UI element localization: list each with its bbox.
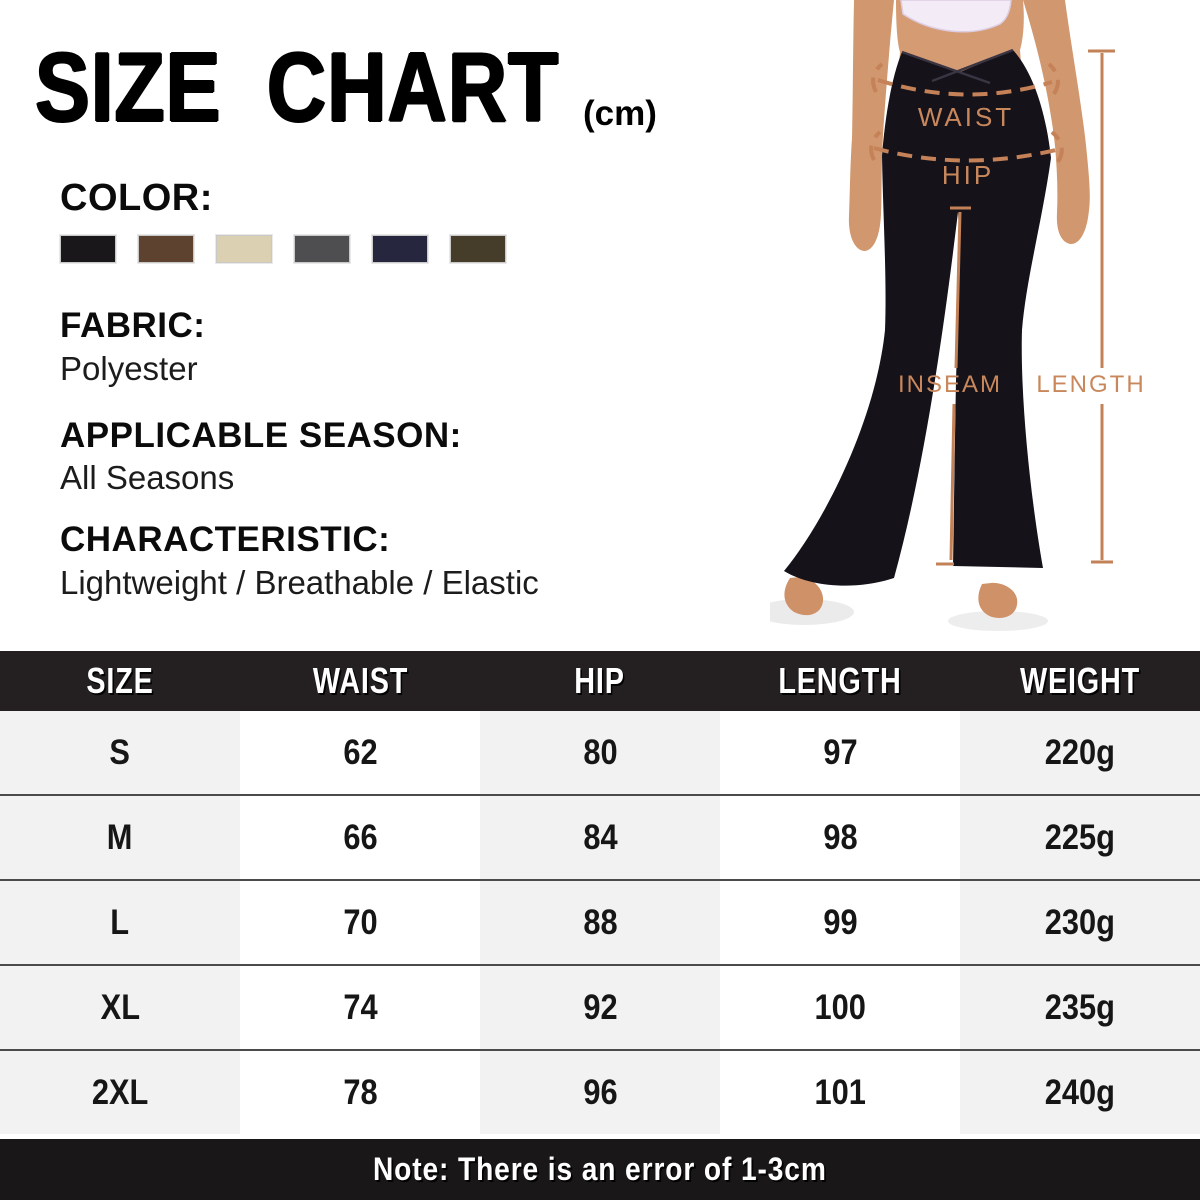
table-cell: 235g	[960, 966, 1200, 1049]
table-row-xl: XL 74 92 100 235g	[0, 966, 1200, 1051]
hip-label: HIP	[942, 160, 994, 190]
table-cell: 225g	[960, 796, 1200, 879]
header-cell-waist: WAIST	[312, 660, 408, 701]
inseam-line	[936, 206, 971, 566]
length-label: LENGTH	[1036, 371, 1145, 398]
fabric-label: FABRIC:	[60, 306, 206, 345]
inseam-label: INSEAM	[898, 371, 1002, 398]
table-cell: 97	[720, 711, 960, 794]
table-body: S 62 80 97 220g M 66 84 98 225g L 70 88 …	[0, 711, 1200, 1134]
color-label: COLOR:	[60, 177, 213, 219]
right-foot	[978, 582, 1018, 618]
table-row-s: S 62 80 97 220g	[0, 711, 1200, 796]
size-table: SIZE WAIST HIP LENGTH WEIGHT S 62 80 97 …	[0, 651, 1200, 1134]
table-cell: XL	[0, 966, 240, 1049]
color-swatch-gray	[293, 234, 351, 264]
table-cell: 62	[240, 711, 480, 794]
left-arm	[848, 0, 894, 251]
length-line	[1088, 49, 1115, 564]
characteristic-label: CHARACTERISTIC:	[60, 520, 391, 559]
flare-pants	[784, 50, 1051, 586]
note-bar: Note: There is an error of 1-3cm	[0, 1139, 1200, 1200]
waist-dash-line	[871, 62, 1060, 97]
table-cell: S	[0, 711, 240, 794]
waist-label: WAIST	[918, 102, 1014, 132]
table-cell: 220g	[960, 711, 1200, 794]
table-cell: 99	[720, 881, 960, 964]
product-photo: WAIST HIP INSEAM LENGTH	[770, 0, 1145, 631]
table-cell: 74	[240, 966, 480, 1049]
table-cell: 92	[480, 966, 720, 1049]
table-cell: M	[0, 796, 240, 879]
right-arm	[1023, 0, 1090, 245]
left-foot	[784, 577, 824, 616]
color-swatch-black	[59, 234, 117, 264]
table-row-m: M 66 84 98 225g	[0, 796, 1200, 881]
table-cell: 101	[720, 1051, 960, 1134]
characteristic-value: Lightweight / Breathable / Elastic	[60, 564, 539, 601]
table-cell: 100	[720, 966, 960, 1049]
table-cell: 96	[480, 1051, 720, 1134]
table-cell: 230g	[960, 881, 1200, 964]
floor-shadow-right	[948, 611, 1048, 631]
table-row-2xl: 2XL 78 96 101 240g	[0, 1051, 1200, 1134]
season-label: APPLICABLE SEASON:	[60, 416, 462, 455]
hip-dash-line	[869, 130, 1064, 164]
table-cell: L	[0, 881, 240, 964]
table-cell: 240g	[960, 1051, 1200, 1134]
waistband-crossover	[901, 48, 1014, 85]
color-swatch-brown	[137, 234, 195, 264]
header-cell-length: LENGTH	[778, 660, 902, 701]
crop-top	[900, 0, 1012, 33]
header-cell-size: SIZE	[86, 660, 154, 701]
season-value: All Seasons	[60, 459, 235, 496]
unit-label: (cm)	[583, 94, 657, 133]
color-swatch-cream	[215, 234, 273, 264]
table-cell: 80	[480, 711, 720, 794]
table-row-l: L 70 88 99 230g	[0, 881, 1200, 966]
table-cell: 70	[240, 881, 480, 964]
table-cell: 2XL	[0, 1051, 240, 1134]
header-cell-hip: HIP	[574, 660, 626, 701]
table-cell: 98	[720, 796, 960, 879]
table-cell: 78	[240, 1051, 480, 1134]
fabric-value: Polyester	[60, 350, 198, 387]
header-cell-weight: WEIGHT	[1019, 660, 1140, 701]
note-text: Note: There is an error of 1-3cm	[373, 1151, 827, 1187]
color-swatch-navy	[371, 234, 429, 264]
page-title-text: SIZE CHART	[35, 32, 560, 142]
page-title: SIZE CHART	[35, 38, 659, 136]
table-header-row: SIZE WAIST HIP LENGTH WEIGHT	[0, 651, 1200, 711]
color-swatches	[59, 234, 528, 264]
table-cell: 66	[240, 796, 480, 879]
table-cell: 88	[480, 881, 720, 964]
color-swatch-olive	[449, 234, 507, 264]
table-cell: 84	[480, 796, 720, 879]
